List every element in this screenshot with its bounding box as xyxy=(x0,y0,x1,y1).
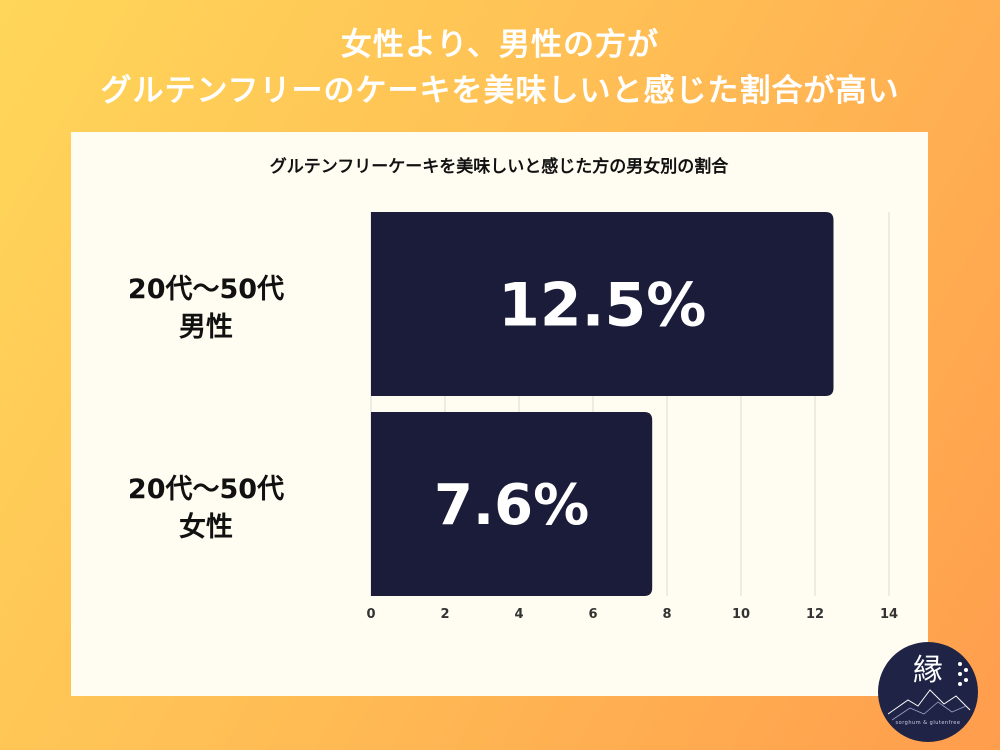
category-label-line-2: 女性 xyxy=(179,511,233,543)
headline-line-1: 女性より、男性の方が xyxy=(340,27,660,63)
data-label: 7.6% xyxy=(434,473,589,538)
bar xyxy=(371,212,834,396)
brand-logo: 縁 sorghum & glutenfree xyxy=(878,642,978,742)
x-tick-label: 6 xyxy=(588,607,597,622)
x-tick-labels: 0 2 4 6 8 10 12 14 xyxy=(366,607,898,622)
chart-title: グルテンフリーケーキを美味しいと感じた方の男女別の割合 xyxy=(270,156,729,177)
x-tick-label: 8 xyxy=(662,607,671,622)
logo-character: 縁 xyxy=(913,653,943,688)
x-tick-label: 4 xyxy=(514,607,523,622)
x-tick-label: 14 xyxy=(880,607,898,622)
category-label-line-2: 男性 xyxy=(179,312,233,343)
x-tick-label: 0 xyxy=(366,607,375,622)
category-label-line-1: 20代〜50代 xyxy=(128,274,284,305)
chart-panel: グルテンフリーケーキを美味しいと感じた方の男女別の割合 12.5% 7.6% 20… xyxy=(71,132,928,696)
x-tick-label: 2 xyxy=(440,607,449,622)
bars: 12.5% 7.6% xyxy=(371,212,834,596)
logo-subtitle: sorghum & glutenfree xyxy=(895,720,961,726)
headline: 女性より、男性の方が グルテンフリーのケーキを美味しいと感じた割合が高い xyxy=(0,22,1000,114)
category-label-line-1: 20代〜50代 xyxy=(128,474,284,505)
bar xyxy=(371,412,653,596)
data-label: 12.5% xyxy=(498,271,706,341)
bar-chart: グルテンフリーケーキを美味しいと感じた方の男女別の割合 12.5%7.6% 20… xyxy=(128,156,898,622)
x-tick-label: 12 xyxy=(806,607,824,622)
x-tick-label: 10 xyxy=(732,607,750,622)
mountain-icon xyxy=(887,662,971,721)
headline-line-2: グルテンフリーのケーキを美味しいと感じた割合が高い xyxy=(100,73,900,109)
